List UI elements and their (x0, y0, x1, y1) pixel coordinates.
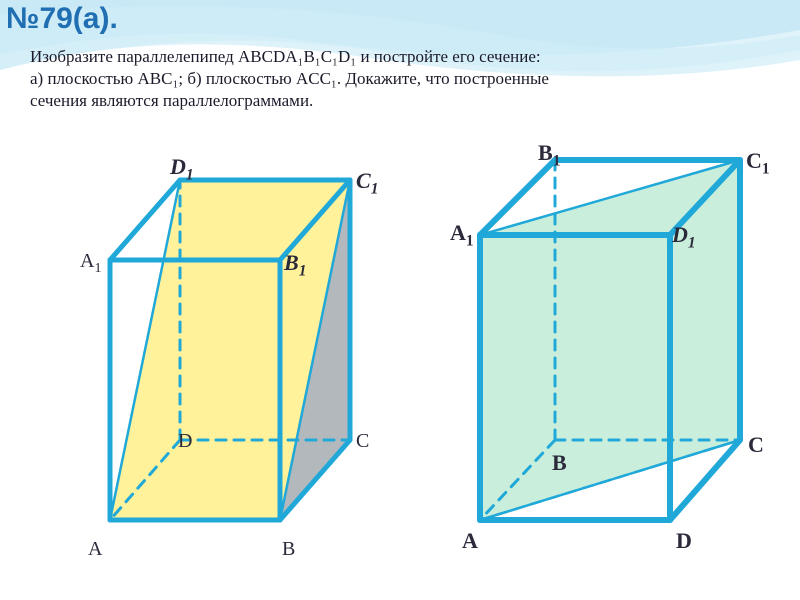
vertex-label-B: B (552, 450, 567, 476)
problem-number-title: №79(а). (6, 2, 118, 36)
vertex-label-A1: A1 (450, 220, 474, 250)
vertex-label-B1: B1 (284, 250, 306, 280)
vertex-label-C: C (356, 430, 369, 453)
vertex-label-D1: D1 (170, 154, 194, 184)
vertex-label-A: A (462, 528, 478, 554)
problem-line2: а) плоскостью ABC₁; б) плоскостью ACC₁. … (30, 69, 549, 88)
vertex-label-A: A (88, 538, 102, 561)
vertex-label-D: D (178, 430, 192, 453)
vertex-label-B1: B1 (538, 140, 560, 170)
vertex-label-B: B (282, 538, 295, 561)
vertex-label-D1: D1 (672, 222, 696, 252)
problem-line1: Изобразите параллелепипед ABCDA₁B₁C₁D₁ и… (30, 47, 541, 66)
vertex-label-C: C (748, 432, 764, 458)
problem-line3: сечения являются параллелограммами. (30, 91, 313, 110)
vertex-label-A1: A1 (80, 250, 101, 277)
vertex-label-C1: C1 (356, 168, 378, 198)
left-parallelepiped (60, 150, 380, 570)
diagrams-container: A B C D A1 B1 C1 D1 A D C B A1 D1 C1 B1 (0, 130, 800, 590)
vertex-label-D: D (676, 528, 692, 554)
right-parallelepiped (420, 140, 780, 560)
vertex-label-C1: C1 (746, 148, 770, 178)
problem-statement: Изобразите параллелепипед ABCDA₁B₁C₁D₁ и… (30, 46, 750, 112)
